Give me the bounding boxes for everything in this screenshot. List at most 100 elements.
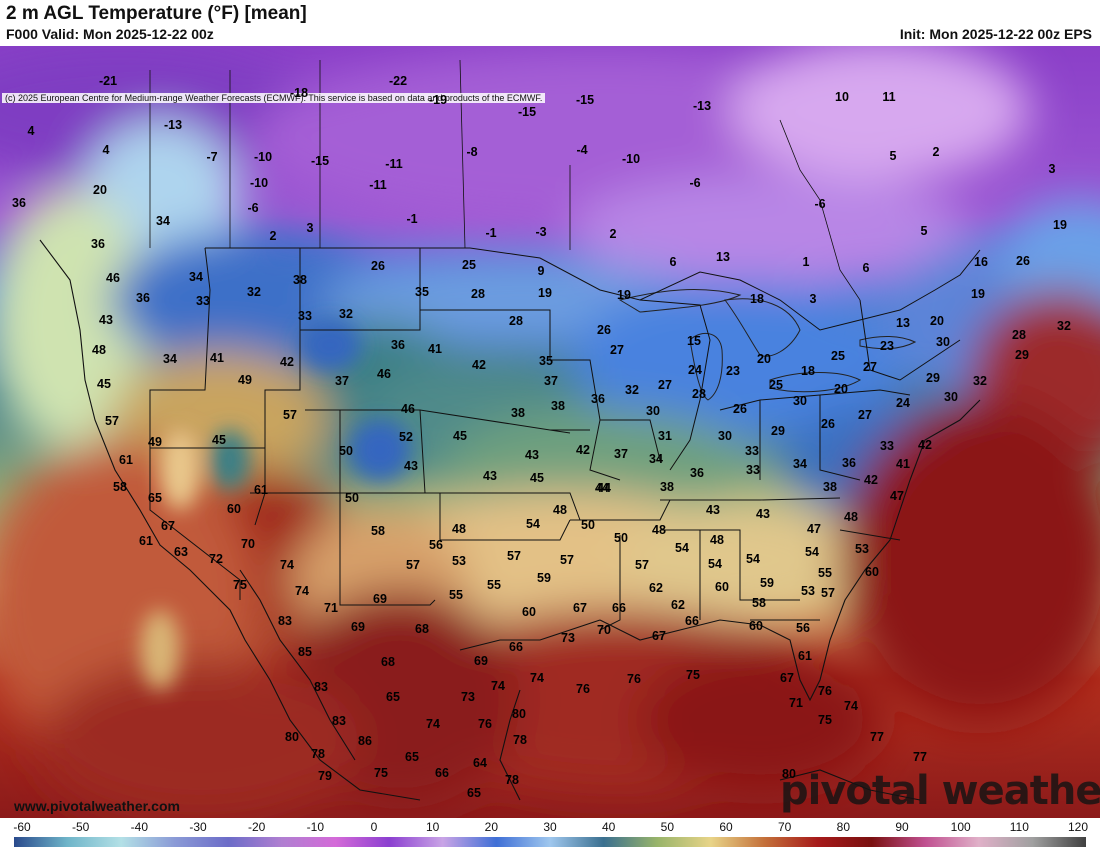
init-time: Init: Mon 2025-12-22 00z EPS (899, 26, 1092, 42)
map-value-label: 30 (646, 404, 660, 418)
map-value-label: -6 (689, 176, 701, 190)
map-value-label: 33 (298, 309, 312, 323)
map-value-label: -10 (621, 152, 641, 166)
map-value-label: 43 (706, 503, 720, 517)
map-value-label: 23 (880, 339, 894, 353)
map-value-label: 30 (936, 335, 950, 349)
map-value-label: 6 (669, 255, 677, 269)
map-value-label: 48 (452, 522, 466, 536)
map-value-label: 33 (745, 444, 759, 458)
map-value-label: 44 (595, 481, 609, 495)
map-value-label: 2 (269, 229, 277, 243)
map-value-label: 54 (526, 517, 540, 531)
map-value-label: 70 (241, 537, 255, 551)
map-value-label: -18 (289, 86, 309, 100)
colorbar-tick-label: 10 (425, 820, 440, 834)
map-value-label: 78 (311, 747, 325, 761)
map-value-label: 36 (91, 237, 105, 251)
map-value-label: 43 (483, 469, 497, 483)
map-value-label: 57 (560, 553, 574, 567)
map-value-label: 78 (513, 733, 527, 747)
map-value-label: 74 (844, 699, 858, 713)
colorbar-tick-label: -10 (306, 820, 324, 834)
map-value-label: 76 (576, 682, 590, 696)
colorbar-gradient (14, 837, 1086, 847)
map-value-label: 26 (371, 259, 385, 273)
map-value-label: 78 (505, 773, 519, 787)
copyright-notice: (c) 2025 European Centre for Medium-rang… (2, 93, 546, 103)
map-value-label: 26 (821, 417, 835, 431)
map-value-label: 25 (462, 258, 476, 272)
map-value-label: 13 (716, 250, 730, 264)
map-value-label: 35 (415, 285, 429, 299)
map-value-label: -15 (575, 93, 595, 107)
map-value-label: 70 (597, 623, 611, 637)
map-value-label: 19 (538, 286, 552, 300)
map-value-label: -21 (98, 74, 118, 88)
map-value-label: 60 (715, 580, 729, 594)
map-value-label: 28 (509, 314, 523, 328)
map-value-label: 45 (212, 433, 226, 447)
map-value-label: 57 (821, 586, 835, 600)
map-value-label: -15 (310, 154, 330, 168)
temperature-map[interactable]: (c) 2025 European Centre for Medium-rang… (0, 46, 1100, 818)
map-value-label: 68 (415, 622, 429, 636)
map-value-label: 20 (834, 382, 848, 396)
colorbar-tick-label: 120 (1067, 820, 1089, 834)
map-value-label: -11 (385, 157, 403, 171)
map-value-label: 71 (789, 696, 803, 710)
colorbar-tick-label: 0 (370, 820, 378, 834)
valid-time: F000 Valid: Mon 2025-12-22 00z (6, 26, 214, 42)
map-value-label: 77 (913, 750, 927, 764)
map-value-label: -1 (485, 226, 497, 240)
map-value-label: 13 (896, 316, 910, 330)
map-value-label: -6 (814, 197, 826, 211)
colorbar-tick-label: 90 (895, 820, 909, 834)
map-value-label: 42 (864, 473, 878, 487)
map-value-label: 27 (658, 378, 672, 392)
colorbar-tick-label: 100 (950, 820, 971, 834)
map-value-label: 38 (293, 273, 307, 287)
map-value-label: 35 (539, 354, 553, 368)
lake-outlines (618, 289, 917, 401)
map-value-label: 62 (649, 581, 663, 595)
colorbar-tick-label: 80 (836, 820, 851, 834)
map-value-label: 33 (196, 294, 210, 308)
map-value-label: 59 (760, 576, 774, 590)
map-value-label: 34 (793, 457, 807, 471)
map-value-label: 32 (1057, 319, 1071, 333)
map-value-label: 56 (796, 621, 810, 635)
map-value-label: 46 (401, 402, 415, 416)
temperature-field (0, 46, 1100, 818)
map-value-label: -7 (206, 150, 218, 164)
colorbar-tick-label: 110 (1009, 820, 1029, 834)
map-value-label: 34 (156, 214, 170, 228)
map-value-label: 26 (733, 402, 747, 416)
map-value-label: 43 (404, 459, 418, 473)
map-value-label: 57 (105, 414, 119, 428)
map-value-label: 67 (573, 601, 587, 615)
colorbar-tick-label: 60 (719, 820, 733, 834)
map-value-label: 36 (842, 456, 856, 470)
map-value-label: 68 (381, 655, 395, 669)
map-value-label: -13 (163, 118, 183, 132)
map-value-label: 50 (581, 518, 595, 532)
map-value-label: 74 (295, 584, 309, 598)
map-value-label: 3 (306, 221, 314, 235)
map-value-label: 66 (509, 640, 523, 654)
map-value-label: 54 (746, 552, 760, 566)
map-value-label: 53 (452, 554, 466, 568)
map-value-label: 45 (453, 429, 467, 443)
map-value-label: 50 (614, 531, 628, 545)
map-value-label: 19 (617, 288, 631, 302)
map-value-label: 60 (865, 565, 879, 579)
map-value-label: 38 (511, 406, 525, 420)
map-value-label: -4 (576, 143, 588, 157)
map-value-label: 19 (971, 287, 985, 301)
map-value-label: 65 (148, 491, 162, 505)
map-value-label: 60 (749, 619, 763, 633)
map-value-label: 30 (793, 394, 807, 408)
map-value-label: 29 (771, 424, 785, 438)
site-url[interactable]: www.pivotalweather.com (14, 798, 180, 814)
map-value-label: 66 (685, 614, 699, 628)
